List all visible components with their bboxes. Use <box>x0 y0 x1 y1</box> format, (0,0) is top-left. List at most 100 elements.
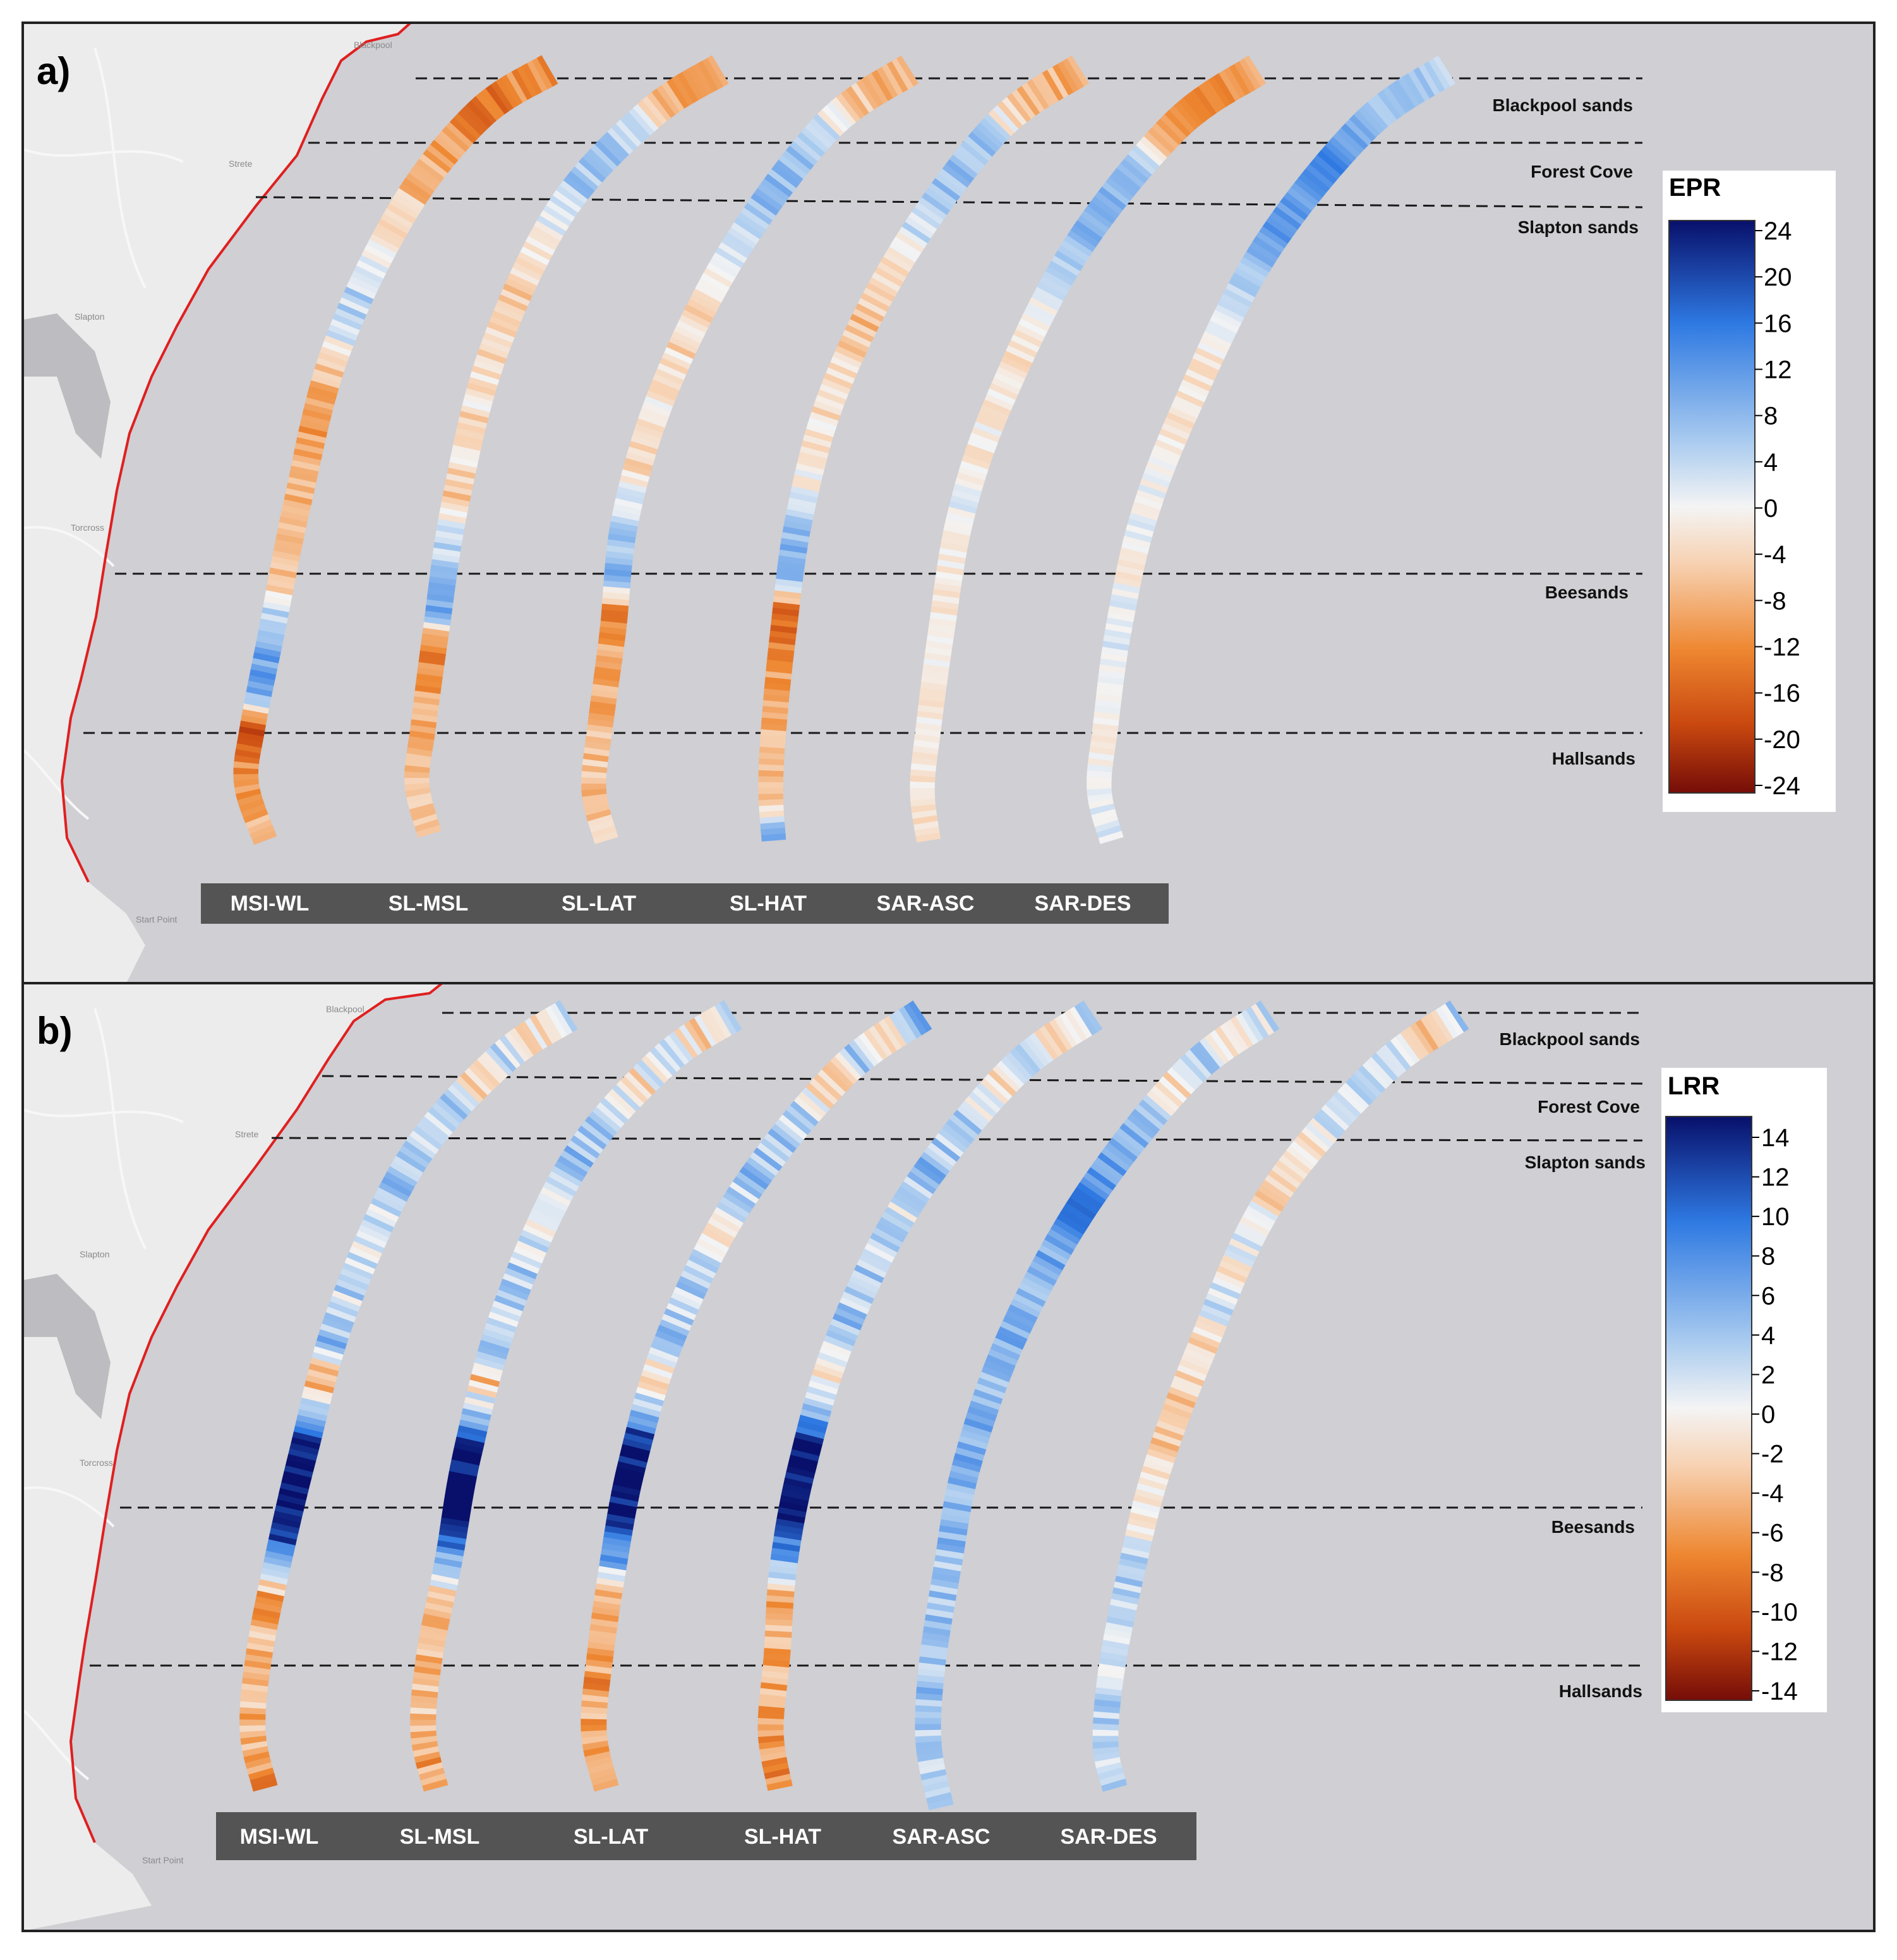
colorbar-tick-label: 8 <box>1764 402 1778 430</box>
transect-segment-sar-asc <box>915 1717 941 1725</box>
boundary-line-forest-cove <box>322 1075 1643 1085</box>
transect-segment-msi-wl <box>239 1707 266 1715</box>
transect-segment-sl-lat <box>593 1779 619 1792</box>
transect-segment-sl-hat <box>757 1717 784 1726</box>
method-label: MSI-WL <box>231 892 310 916</box>
location-label-hallsands: Hallsands <box>1552 749 1635 768</box>
location-label-forest-cove: Forest Cove <box>1538 1097 1640 1116</box>
transect-segment-msi-wl <box>251 1779 278 1792</box>
transect-segment-sar-asc <box>927 1798 954 1810</box>
transect-segment-msi-wl <box>251 830 277 845</box>
panel-b-lrr-map: Blackpool Strete Slapton Torcross Start … <box>21 982 1876 1932</box>
transect-segment-sar-asc <box>915 832 941 843</box>
colorbar-tick-label: 6 <box>1761 1282 1775 1310</box>
transect-segment-sl-msl <box>410 1707 437 1715</box>
colorbar-tick-label: 8 <box>1761 1243 1775 1271</box>
method-label: SL-MSL <box>388 892 469 916</box>
colorbar-tick-label: -14 <box>1761 1678 1798 1705</box>
transect-segment-sar-des <box>1098 830 1124 844</box>
transect-segment-sar-des <box>1101 1778 1128 1792</box>
place-name: Torcross <box>71 523 104 533</box>
colorbar-tick-label: 10 <box>1761 1203 1790 1231</box>
location-label-blackpool-sands: Blackpool sands <box>1499 1029 1640 1049</box>
location-labels: Blackpool sands Forest Cove Slapton sand… <box>1492 95 1639 768</box>
transect-segment-sl-hat <box>766 1779 793 1791</box>
panel-label: b) <box>37 1010 73 1052</box>
colorbar-tick-label: 20 <box>1764 263 1792 291</box>
colorbar-tick-label: -2 <box>1761 1441 1784 1468</box>
colorbar-tick-label: -6 <box>1761 1520 1784 1547</box>
panel-frame <box>21 982 1876 1932</box>
method-label: SL-HAT <box>730 892 807 916</box>
panel-label: a) <box>37 50 70 92</box>
location-label-beesands: Beesands <box>1551 1517 1635 1537</box>
transect-segment-sar-des <box>1092 1736 1119 1743</box>
transect-segment-sar-asc <box>915 1705 942 1714</box>
transect-segment-msi-wl <box>233 767 259 775</box>
method-label-bar: MSI-WL SL-MSL SL-LAT SL-HAT SAR-ASC SAR-… <box>201 883 1169 924</box>
method-label: SL-HAT <box>744 1825 821 1849</box>
colorbar-tick-label: -4 <box>1764 541 1786 569</box>
transect-segment-sl-msl <box>410 1719 437 1727</box>
colorbar-tick-label: -8 <box>1761 1559 1784 1587</box>
transect-segment-sl-msl <box>410 1713 437 1721</box>
panel-a-epr-map: Blackpool Strete Slapton Torcross Start … <box>21 21 1876 984</box>
colorbar-tick-label: 14 <box>1761 1124 1790 1152</box>
transect-segment-sl-msl <box>422 1779 449 1792</box>
colorbar-title: LRR <box>1668 1072 1719 1100</box>
place-name: Blackpool <box>326 1004 364 1014</box>
transect-segment-sar-des <box>1092 1723 1119 1731</box>
place-names: Blackpool Strete Slapton Torcross Start … <box>80 1004 364 1865</box>
land-area <box>23 23 412 983</box>
transect-segment-sl-lat <box>581 1719 607 1726</box>
colorbar-epr: EPR 24 20 16 12 8 4 0 -4 -8 -12 -16 -20 -24 <box>1663 171 1836 812</box>
colorbar-tick-label: 0 <box>1761 1401 1775 1429</box>
transect-segment-sar-asc <box>915 1724 941 1731</box>
transect-segment-sar-asc <box>910 781 936 789</box>
colorbar-tick-label: -4 <box>1761 1480 1784 1508</box>
colorbar-ramp <box>1665 1116 1752 1701</box>
transect-segment-sl-msl <box>416 825 442 838</box>
place-name: Slapton <box>75 312 104 322</box>
method-label: SL-LAT <box>562 892 637 916</box>
land-area <box>23 983 443 1931</box>
place-name: Strete <box>229 159 253 169</box>
transect-segment-sar-des <box>1092 1729 1119 1737</box>
colorbar-tick-label: -12 <box>1761 1638 1798 1666</box>
place-name: Blackpool <box>354 40 392 50</box>
location-labels: Blackpool sands Forest Cove Slapton sand… <box>1499 1029 1646 1701</box>
boundary-line-slapton <box>271 1137 1643 1142</box>
transect-segment-msi-wl <box>239 1713 266 1721</box>
method-label: MSI-WL <box>240 1825 319 1849</box>
method-label: SAR-DES <box>1060 1825 1157 1849</box>
method-label-box <box>216 1812 1196 1860</box>
colorbar-title: EPR <box>1669 174 1721 202</box>
colorbar-ticks: 24 20 16 12 8 4 0 -4 -8 -12 -16 -20 -24 <box>1755 217 1800 800</box>
colorbar-tick-label: -20 <box>1764 726 1800 754</box>
place-name: Torcross <box>80 1458 113 1468</box>
method-label: SL-LAT <box>574 1825 649 1849</box>
transect-segment-sar-asc <box>910 787 935 795</box>
colorbar-tick-label: 24 <box>1764 217 1792 245</box>
colorbar-tick-label: 12 <box>1761 1164 1790 1192</box>
location-label-hallsands: Hallsands <box>1559 1681 1642 1701</box>
colorbar-tick-label: -16 <box>1764 680 1800 708</box>
transect-segment-sar-asc <box>915 1711 942 1719</box>
place-name: Strete <box>235 1129 259 1139</box>
method-label-box <box>201 883 1169 924</box>
method-label-bar: MSI-WL SL-MSL SL-LAT SL-HAT SAR-ASC SAR-… <box>216 1812 1196 1860</box>
colorbar-lrr: LRR 14 12 10 8 6 4 2 0 -2 -4 -6 -8 -10 -12 -14 <box>1661 1068 1827 1712</box>
colorbar-ramp <box>1668 220 1755 794</box>
place-name: Start Point <box>136 914 177 924</box>
colorbar-tick-label: 16 <box>1764 310 1792 337</box>
method-label: SAR-ASC <box>877 892 975 916</box>
transect-segment-sl-hat <box>758 788 783 795</box>
colorbar-tick-label: 2 <box>1761 1361 1775 1389</box>
colorbar-tick-label: -24 <box>1764 772 1800 800</box>
transect-segment-sl-hat <box>758 782 783 789</box>
transect-segment-sl-hat <box>758 770 784 778</box>
transect-segment-msi-wl <box>239 1719 266 1727</box>
colorbar-tick-label: 4 <box>1764 449 1778 476</box>
location-label-slapton-sands: Slapton sands <box>1525 1152 1646 1172</box>
